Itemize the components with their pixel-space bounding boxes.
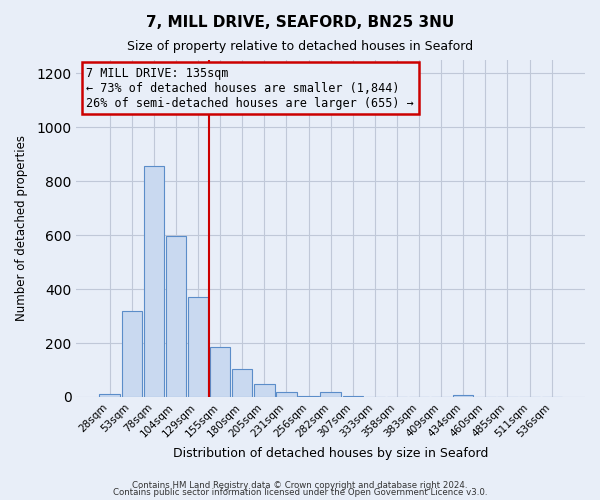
Y-axis label: Number of detached properties: Number of detached properties (15, 136, 28, 322)
Bar (254, 384, 275, 397)
Bar (143, 166, 164, 397)
Bar (188, 297, 208, 397)
Bar (232, 369, 253, 397)
Bar (122, 311, 142, 397)
X-axis label: Distribution of detached houses by size in Seaford: Distribution of detached houses by size … (173, 447, 488, 460)
Bar (298, 396, 319, 397)
Bar (276, 392, 296, 397)
Bar (320, 392, 341, 397)
Text: Contains HM Land Registry data © Crown copyright and database right 2024.: Contains HM Land Registry data © Crown c… (132, 480, 468, 490)
Bar (453, 395, 473, 397)
Text: Size of property relative to detached houses in Seaford: Size of property relative to detached ho… (127, 40, 473, 53)
Bar (210, 347, 230, 397)
Text: Contains public sector information licensed under the Open Government Licence v3: Contains public sector information licen… (113, 488, 487, 497)
Text: 7 MILL DRIVE: 135sqm
← 73% of detached houses are smaller (1,844)
26% of semi-de: 7 MILL DRIVE: 135sqm ← 73% of detached h… (86, 66, 414, 110)
Bar (166, 236, 186, 397)
Text: 7, MILL DRIVE, SEAFORD, BN25 3NU: 7, MILL DRIVE, SEAFORD, BN25 3NU (146, 15, 454, 30)
Bar (343, 396, 363, 397)
Bar (100, 394, 120, 397)
